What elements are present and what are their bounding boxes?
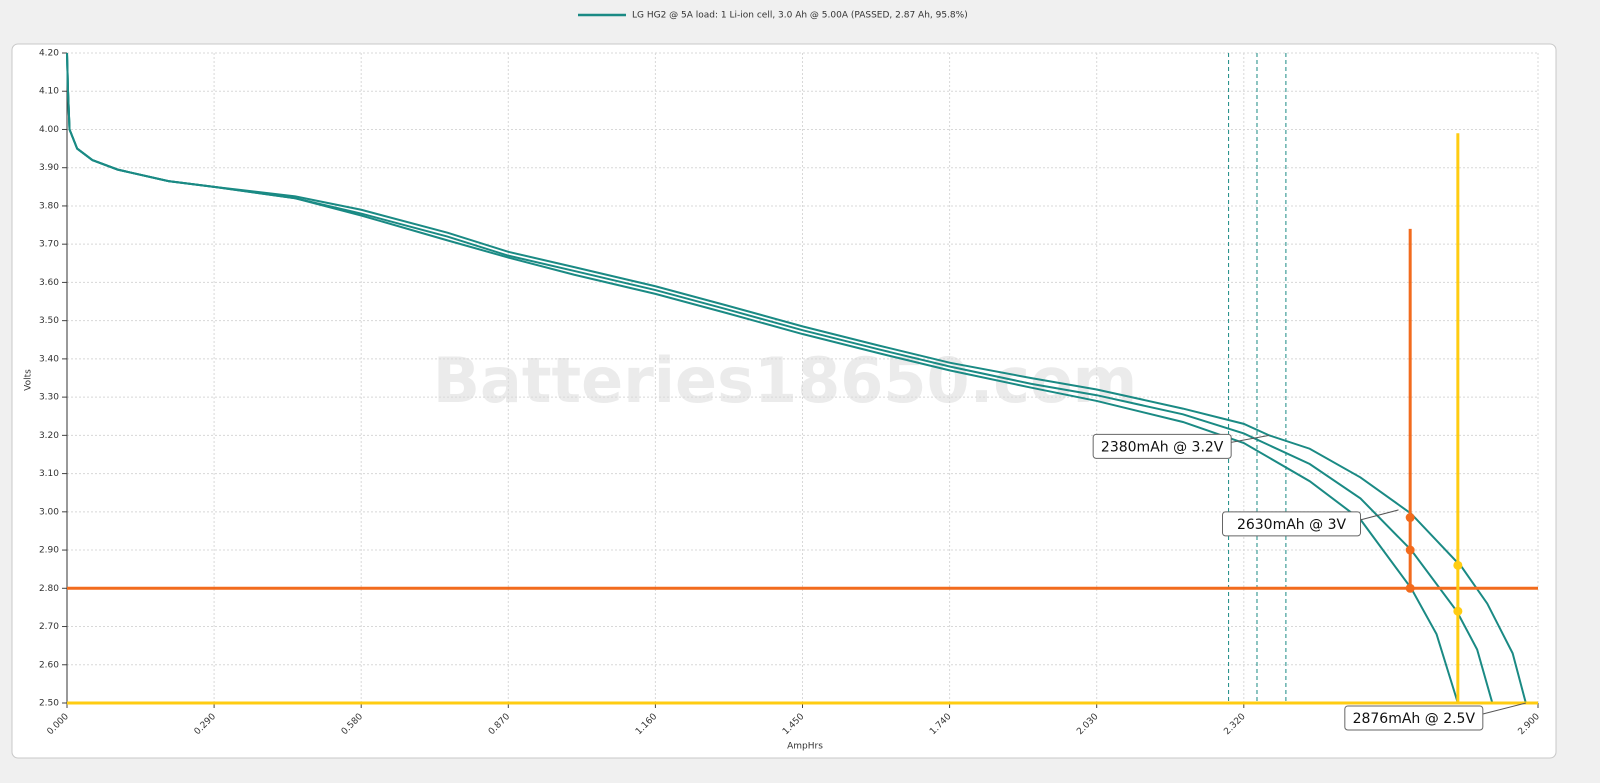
y-tick-label: 3.70 xyxy=(39,240,59,250)
y-tick-label: 4.10 xyxy=(39,87,59,97)
marker-point xyxy=(1405,583,1415,593)
y-tick-label: 3.60 xyxy=(39,278,59,288)
y-tick-label: 2.60 xyxy=(39,660,59,670)
y-tick-label: 2.50 xyxy=(39,699,59,709)
y-tick-label: 3.90 xyxy=(39,163,59,173)
annotation-label: 2876mAh @ 2.5V xyxy=(1353,711,1476,727)
y-tick-label: 3.80 xyxy=(39,201,59,211)
watermark: Batteries18650.com xyxy=(433,344,1137,417)
annotation-label: 2630mAh @ 3V xyxy=(1237,517,1347,533)
legend-label: LG HG2 @ 5A load: 1 Li-ion cell, 3.0 Ah … xyxy=(632,11,968,21)
marker-point xyxy=(1405,513,1415,523)
annotation-pointer xyxy=(1482,702,1526,715)
blank-box xyxy=(550,75,1210,127)
annotation-box xyxy=(1222,511,1362,537)
y-tick-label: 3.20 xyxy=(39,431,59,441)
y-axis-label: Volts xyxy=(24,369,34,391)
y-tick-label: 3.30 xyxy=(39,393,59,403)
y-tick-label: 3.40 xyxy=(39,354,59,364)
y-tick-label: 3.00 xyxy=(39,507,59,517)
y-tick-label: 2.80 xyxy=(39,584,59,594)
annotation-pointer xyxy=(1360,509,1399,521)
marker-point xyxy=(1405,545,1415,555)
marker-point xyxy=(1453,560,1463,570)
y-tick-label: 2.90 xyxy=(39,546,59,556)
annotation-box xyxy=(1092,433,1232,459)
annotation-box xyxy=(1344,705,1484,731)
y-tick-label: 4.00 xyxy=(39,125,59,135)
y-tick-label: 3.50 xyxy=(39,316,59,326)
x-axis-label: AmpHrs xyxy=(787,742,823,752)
y-tick-label: 4.20 xyxy=(39,49,59,59)
marker-point xyxy=(1453,606,1463,616)
y-tick-label: 3.10 xyxy=(39,469,59,479)
annotation-pointer xyxy=(1231,434,1270,443)
series-line xyxy=(66,52,1459,704)
annotation-label: 2380mAh @ 3.2V xyxy=(1101,439,1224,455)
y-tick-label: 2.70 xyxy=(39,622,59,632)
